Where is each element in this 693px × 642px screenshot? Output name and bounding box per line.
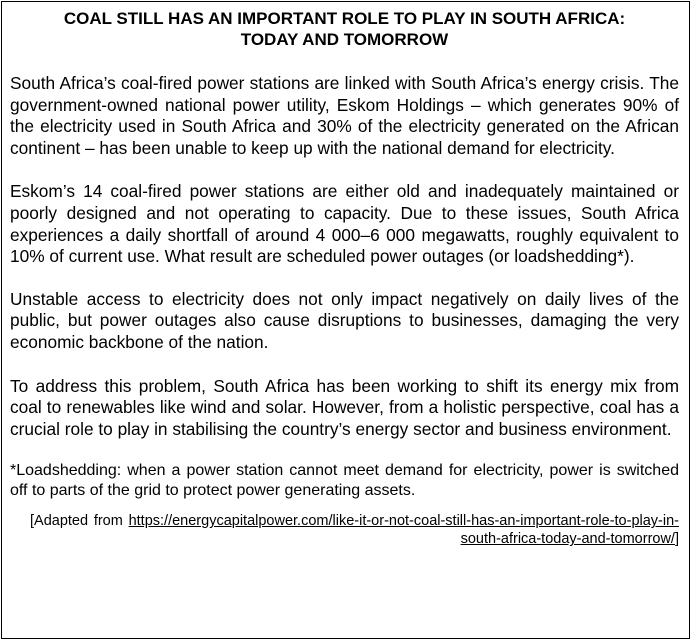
- paragraph-1: South Africa’s coal-fired power stations…: [10, 73, 679, 158]
- paragraph-2: Eskom’s 14 coal-fired power stations are…: [10, 181, 679, 267]
- source-suffix: ]: [674, 531, 679, 548]
- source-prefix: [Adapted from: [30, 513, 129, 530]
- paragraph-4: To address this problem, South Africa ha…: [10, 375, 679, 439]
- source-link[interactable]: https://energycapitalpower.com/like-it-o…: [128, 513, 679, 548]
- source-citation: [Adapted from https://energycapitalpower…: [30, 512, 679, 548]
- paragraph-3: Unstable access to electricity does not …: [10, 288, 679, 352]
- title-line-1: COAL STILL HAS AN IMPORTANT ROLE TO PLAY…: [63, 9, 626, 28]
- title-line-2: TODAY AND TOMORROW: [240, 30, 449, 49]
- footnote: *Loadshedding: when a power station cann…: [10, 462, 679, 500]
- article-title: COAL STILL HAS AN IMPORTANT ROLE TO PLAY…: [10, 8, 679, 50]
